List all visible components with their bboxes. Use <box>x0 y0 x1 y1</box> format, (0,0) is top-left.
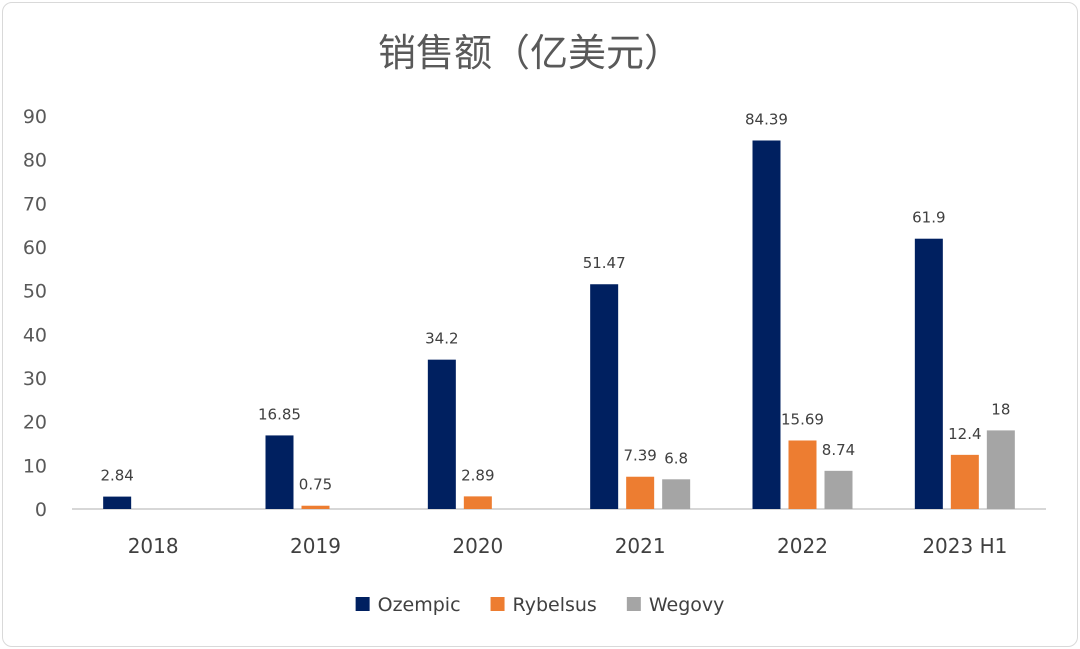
y-tick-label: 20 <box>23 412 47 434</box>
data-label: 16.85 <box>258 405 301 423</box>
data-label: 0.75 <box>299 476 332 494</box>
chart-title: 销售额（亿美元） <box>378 31 682 75</box>
bar-ozempic-2020 <box>427 359 456 509</box>
x-tick-label: 2021 <box>615 534 666 558</box>
legend: Ozempic Rybelsus Wegovy <box>355 594 725 616</box>
data-label: 61.9 <box>912 209 945 227</box>
data-label: 15.69 <box>781 410 824 428</box>
bar-wegovy-2023-h1 <box>986 430 1015 509</box>
y-tick-label: 0 <box>35 499 47 521</box>
x-axis-ticks: 2018 2019 2020 2021 2022 2023 H1 <box>128 534 1008 558</box>
legend-label-wegovy: Wegovy <box>649 594 725 616</box>
bar-ozempic-2018 <box>103 496 132 509</box>
x-tick-label: 2020 <box>452 534 503 558</box>
y-tick-label: 60 <box>23 237 47 259</box>
data-label: 2.84 <box>100 467 133 485</box>
bar-series: 2.84 16.85 0.75 34.2 2.89 51.47 7.39 6.8 84.39 15… <box>100 110 1015 509</box>
y-tick-label: 90 <box>23 106 47 128</box>
data-label: 18 <box>991 400 1010 418</box>
data-label: 51.47 <box>583 254 626 272</box>
data-label: 12.4 <box>948 425 981 443</box>
legend-label-rybelsus: Rybelsus <box>513 594 597 616</box>
data-label: 6.8 <box>664 449 688 467</box>
data-label: 7.39 <box>623 447 656 465</box>
x-tick-label: 2019 <box>290 534 341 558</box>
x-tick-label: 2018 <box>128 534 179 558</box>
legend-swatch-ozempic <box>355 597 370 611</box>
x-tick-label: 2022 <box>777 534 828 558</box>
data-label: 34.2 <box>425 330 458 348</box>
data-label: 84.39 <box>745 110 788 128</box>
bar-rybelsus-2020 <box>463 496 492 509</box>
legend-label-ozempic: Ozempic <box>378 594 461 616</box>
bar-wegovy-2021 <box>662 479 691 509</box>
legend-swatch-wegovy <box>626 597 641 611</box>
y-tick-label: 50 <box>23 281 47 303</box>
bar-ozempic-2019 <box>265 435 294 509</box>
y-tick-label: 30 <box>23 368 47 390</box>
bar-rybelsus-2023-h1 <box>950 454 979 509</box>
y-axis-ticks: 0 10 20 30 40 50 60 70 80 90 <box>23 106 47 521</box>
bar-rybelsus-2022 <box>788 440 817 509</box>
data-label: 2.89 <box>461 466 494 484</box>
bar-ozempic-2023-h1 <box>914 238 943 509</box>
bar-ozempic-2021 <box>590 284 619 509</box>
bar-wegovy-2022 <box>824 470 853 509</box>
bar-ozempic-2022 <box>752 140 781 509</box>
y-tick-label: 40 <box>23 324 47 346</box>
data-label: 8.74 <box>822 441 855 459</box>
bar-rybelsus-2019 <box>301 505 330 509</box>
y-tick-label: 70 <box>23 193 47 215</box>
y-tick-label: 10 <box>23 455 47 477</box>
x-tick-label: 2023 H1 <box>922 534 1007 558</box>
legend-swatch-rybelsus <box>490 597 505 611</box>
y-tick-label: 80 <box>23 150 47 172</box>
bar-rybelsus-2021 <box>626 476 655 509</box>
